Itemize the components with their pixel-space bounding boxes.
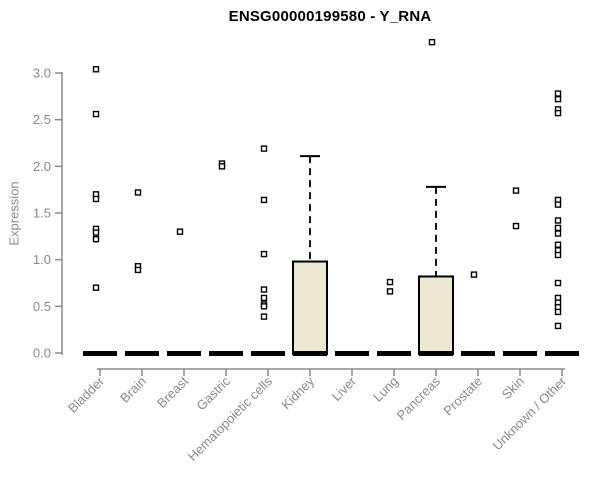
x-category-label: Brain xyxy=(117,374,149,406)
outlier-point xyxy=(554,201,562,208)
outlier-point xyxy=(554,90,562,97)
outlier-point xyxy=(554,241,562,248)
outlier-point xyxy=(260,313,268,320)
median-bar xyxy=(209,351,243,356)
outlier-point xyxy=(260,303,268,310)
median-bar xyxy=(293,351,327,356)
x-category-label: Prostate xyxy=(440,374,485,419)
x-category-label: Liver xyxy=(329,373,360,404)
median-bar xyxy=(545,351,579,356)
outlier-point xyxy=(554,279,562,287)
x-category-label: Gastric xyxy=(193,373,233,413)
x-category-label: Skin xyxy=(499,374,527,402)
box xyxy=(292,260,328,355)
outlier-point xyxy=(92,229,100,236)
outlier-point xyxy=(92,66,100,73)
x-category-label: Breast xyxy=(154,373,191,410)
outlier-point xyxy=(92,195,100,203)
x-category-label: Unknown / Other xyxy=(490,373,570,453)
outlier-point xyxy=(554,322,562,330)
median-bar xyxy=(83,351,117,356)
outlier-point xyxy=(428,39,436,46)
outlier-point xyxy=(260,196,268,204)
y-tick-label: 0.5 xyxy=(33,299,51,314)
y-tick-label: 1.0 xyxy=(33,252,51,267)
y-tick-label: 3.0 xyxy=(33,66,51,81)
outlier-point xyxy=(470,271,478,278)
outlier-point xyxy=(554,251,562,259)
x-category-label: Pancreas xyxy=(394,373,444,423)
box xyxy=(418,275,454,356)
y-tick-label: 2.0 xyxy=(33,159,51,174)
median-bar xyxy=(377,351,411,356)
outlier-point xyxy=(92,235,100,243)
outlier-point xyxy=(92,284,100,291)
outlier-point xyxy=(512,187,520,194)
y-tick-label: 1.5 xyxy=(33,206,51,221)
outlier-point xyxy=(554,95,562,103)
median-bar xyxy=(251,351,285,356)
median-bar xyxy=(503,351,537,356)
x-category-label: Kidney xyxy=(278,373,317,412)
outlier-point xyxy=(260,145,268,152)
outlier-point xyxy=(260,294,268,302)
outlier-point xyxy=(554,224,562,232)
outlier-point xyxy=(554,230,562,237)
outlier-point xyxy=(554,109,562,117)
outlier-point xyxy=(386,288,394,295)
outlier-point xyxy=(92,110,100,118)
median-bar xyxy=(335,351,369,356)
outlier-point xyxy=(554,217,562,224)
y-tick-label: 2.5 xyxy=(33,112,51,127)
outlier-point xyxy=(554,308,562,316)
outlier-point xyxy=(386,278,394,286)
median-bar xyxy=(461,351,495,356)
outlier-point xyxy=(218,163,226,170)
chart-title: ENSG00000199580 - Y_RNA xyxy=(228,8,432,25)
outlier-point xyxy=(176,228,184,235)
median-bar xyxy=(167,351,201,356)
outlier-point xyxy=(260,286,268,293)
outlier-point xyxy=(134,266,142,274)
median-bar xyxy=(125,351,159,356)
outlier-point xyxy=(512,222,520,230)
x-category-label: Bladder xyxy=(65,373,108,416)
y-tick-label: 0.0 xyxy=(33,346,51,361)
x-category-label: Lung xyxy=(370,374,401,405)
outlier-point xyxy=(260,250,268,258)
outlier-point xyxy=(134,189,142,196)
median-bar xyxy=(419,351,453,356)
